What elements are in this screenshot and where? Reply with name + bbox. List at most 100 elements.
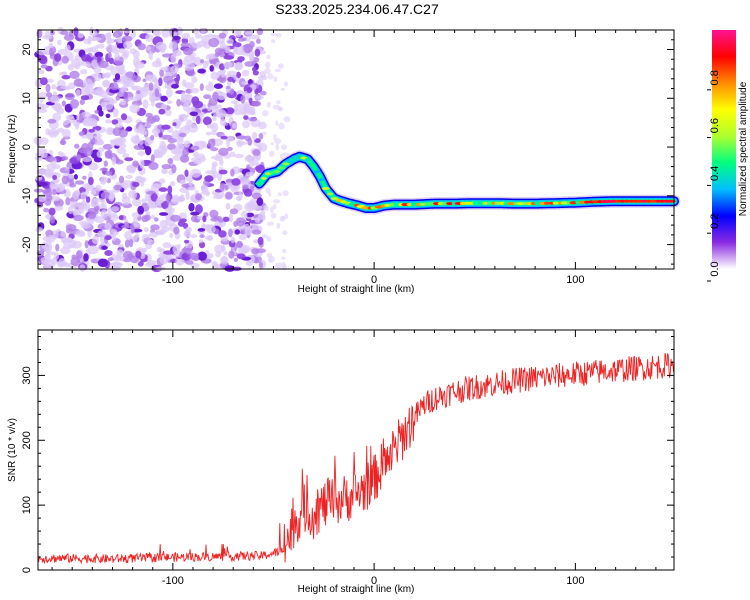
- spectrogram-cell: [264, 61, 271, 69]
- spectrogram-cell: [189, 87, 200, 94]
- spectrogram-cell: [69, 183, 77, 188]
- spectrogram-cell: [105, 113, 111, 119]
- spectrogram-cell: [266, 236, 272, 242]
- spectrogram-cell: [214, 52, 220, 58]
- spectrogram-cell: [181, 37, 189, 44]
- ridge-point: [464, 201, 471, 205]
- spectrogram-cell: [274, 68, 281, 73]
- spectrogram-cells: [33, 26, 291, 273]
- spectrogram-cell: [242, 184, 249, 190]
- spectrogram-cell: [184, 239, 190, 244]
- spectrogram-cell: [159, 212, 169, 216]
- spectrogram-cell: [245, 212, 255, 218]
- spectrogram-cell: [80, 95, 90, 101]
- spectrogram-cell: [280, 87, 285, 91]
- spectrogram-cell: [190, 211, 200, 216]
- ridge-point: [446, 202, 454, 206]
- spectrogram-cell: [65, 166, 70, 175]
- spectrogram-cell: [80, 86, 91, 96]
- ridge-point: [309, 163, 316, 167]
- spectrogram-cell: [61, 156, 69, 161]
- spectrogram-cell: [51, 84, 57, 90]
- spectrogram-cell: [45, 259, 55, 269]
- spectrogram-cell: [204, 175, 214, 183]
- colorbar: 0.0 0.2 0.4 0.6 0.8 Normalized spectral ampl…: [707, 30, 749, 282]
- spectrogram-cell: [52, 175, 57, 180]
- spectrogram-cell: [254, 88, 259, 95]
- spectrogram-cell: [105, 44, 116, 53]
- spectrogram-cell: [192, 42, 203, 49]
- spectrogram-cell: [261, 131, 267, 136]
- spectrogram-cell: [273, 199, 281, 204]
- spectrogram-cell: [114, 73, 121, 81]
- spectrogram-cell: [73, 78, 84, 87]
- spectrogram-cell: [97, 60, 109, 68]
- spectrogram-cell: [123, 258, 132, 263]
- ridge-point: [389, 203, 395, 207]
- spectrogram-cell: [132, 85, 139, 91]
- spectrogram-cell: [185, 191, 190, 201]
- spectrogram-cell: [153, 148, 160, 156]
- spectrogram-cell: [101, 245, 108, 250]
- spectrogram-cell: [75, 229, 85, 237]
- spectrogram-cell: [219, 40, 226, 50]
- spectrogram-cell: [275, 143, 280, 151]
- spectrogram-cell: [142, 78, 147, 83]
- spectrogram-cell: [241, 69, 250, 77]
- spectrogram-cell: [55, 243, 60, 252]
- spectrogram-cell: [212, 91, 219, 101]
- spectrogram-cell: [184, 169, 189, 177]
- spectrogram-cell: [167, 158, 173, 165]
- spectrogram-cell: [155, 41, 167, 50]
- x-tick-label: 0: [371, 575, 377, 587]
- spectrogram-cell: [61, 100, 66, 107]
- spectrogram-cell: [218, 147, 229, 156]
- colorbar-ticks: 0.0 0.2 0.4 0.6 0.8: [707, 70, 721, 282]
- spectrogram-cell: [276, 262, 282, 269]
- spectrogram-cell: [99, 167, 109, 172]
- spectrogram-cell: [172, 244, 181, 255]
- spectrogram-cell: [58, 71, 68, 76]
- spectrogram-cell: [274, 138, 282, 145]
- spectrogram-cell: [245, 35, 251, 42]
- spectrogram-cell: [243, 115, 249, 120]
- spectrogram-cell: [212, 194, 224, 200]
- spectrogram-cell: [73, 214, 84, 222]
- spectrogram-cell: [219, 118, 227, 127]
- spectrogram-cell: [153, 183, 162, 188]
- spectrogram-cell: [112, 232, 117, 242]
- ridge-point: [286, 159, 295, 163]
- spectrogram-cell: [145, 33, 153, 43]
- spectrogram-cell: [80, 111, 92, 119]
- spectrogram-cell: [272, 203, 277, 210]
- spectrogram-cell: [204, 170, 215, 175]
- spectrogram-cell: [88, 128, 95, 133]
- spectrogram-y-axis-label: Frequency (Hz): [7, 115, 18, 184]
- spectrogram-cell: [225, 191, 233, 200]
- spectrogram-cell: [246, 87, 253, 93]
- spectrogram-cell: [100, 191, 111, 200]
- spectrogram-cell: [179, 218, 187, 223]
- spectrogram-cell: [275, 120, 279, 126]
- spectrogram-cell: [197, 251, 207, 261]
- ridge-point: [274, 170, 281, 173]
- spectrogram-cell: [150, 154, 155, 163]
- spectrogram-cell: [103, 160, 108, 167]
- spectrogram-cell: [49, 215, 56, 224]
- spectrogram-cell: [115, 95, 121, 101]
- spectrogram-cell: [94, 207, 99, 215]
- spectrogram-cell: [270, 142, 274, 146]
- spectrogram-cell: [166, 100, 173, 105]
- spectrogram-cell: [220, 255, 229, 265]
- spectrogram-cell: [173, 226, 180, 235]
- spectrogram-cell: [210, 72, 220, 80]
- spectrogram-cell: [45, 156, 56, 162]
- spectrogram-cell: [209, 65, 214, 72]
- spectrogram-cell: [133, 144, 145, 150]
- spectrogram-cell: [160, 146, 167, 155]
- spectrogram-cell: [162, 242, 172, 249]
- spectrogram-cell: [234, 153, 244, 159]
- spectrogram-cell: [170, 197, 181, 205]
- spectrogram-cell: [171, 164, 177, 174]
- spectrogram-cell: [235, 196, 242, 201]
